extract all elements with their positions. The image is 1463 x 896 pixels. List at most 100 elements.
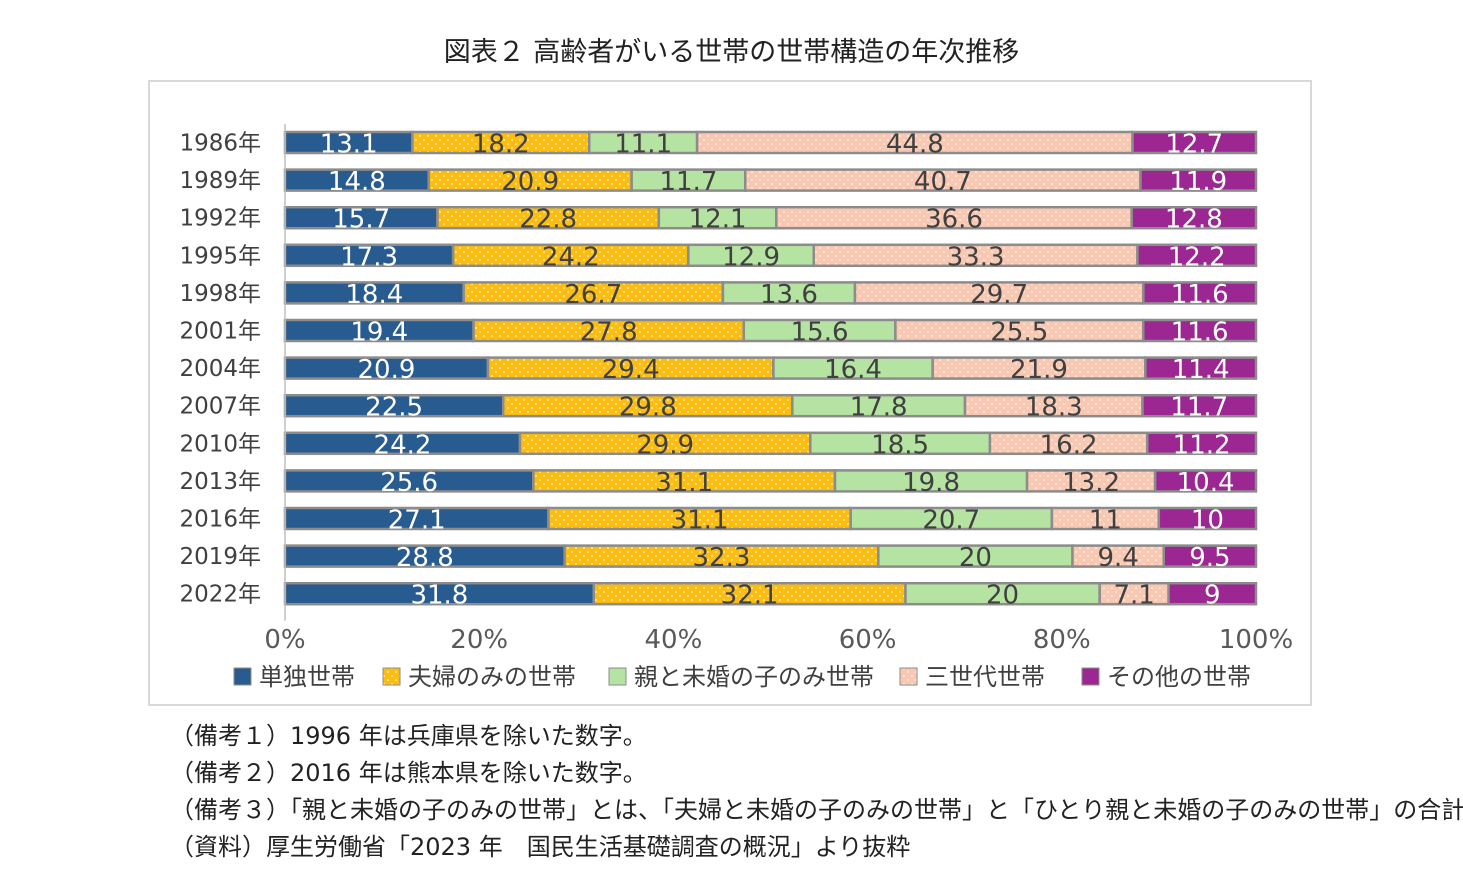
data-label: 11.2	[1173, 430, 1231, 460]
data-label: 26.7	[564, 280, 622, 310]
bar-segment	[1162, 544, 1258, 568]
data-label: 11	[1089, 506, 1122, 536]
data-label: 21.9	[1010, 355, 1068, 385]
category-label: 2016年	[179, 507, 261, 533]
data-label: 12.2	[1168, 242, 1226, 272]
bar-segment	[1136, 243, 1258, 268]
data-label: 20.9	[358, 355, 416, 385]
x-axis: 1986年 1989年 1992年 1995年 1998年 2001年 2004年 2007年…	[179, 124, 1293, 655]
data-label: 7.1	[1113, 581, 1154, 611]
data-label: 22.5	[365, 393, 423, 423]
category-label: 1995年	[179, 243, 261, 269]
x-tick-label: 100%	[1219, 625, 1293, 655]
data-label: 18.5	[871, 430, 929, 460]
x-tick-label: 20%	[450, 625, 508, 655]
data-label: 13.1	[320, 130, 378, 160]
category-label: 1998年	[179, 281, 261, 307]
data-label: 10	[1191, 506, 1224, 536]
data-label: 24.2	[374, 430, 432, 460]
data-label: 10.4	[1177, 468, 1235, 498]
data-label: 29.7	[970, 280, 1028, 310]
data-label: 31.8	[410, 581, 468, 611]
data-label: 19.8	[902, 468, 960, 498]
data-label: 16.2	[1040, 430, 1098, 460]
x-tick-label: 60%	[839, 625, 897, 655]
data-label: 12.1	[689, 205, 747, 235]
data-label: 15.7	[332, 205, 390, 235]
data-label: 24.2	[542, 242, 600, 272]
legend-swatch	[608, 667, 627, 686]
bar-segment	[1157, 506, 1258, 531]
category-label: 2013年	[179, 469, 261, 495]
data-label: 11.9	[1169, 167, 1227, 197]
bar-segment	[1141, 393, 1258, 418]
legend: 単独世帯 夫婦のみの世帯 親と未婚の子のみ世帯 三世代世帯 その他の世帯	[233, 663, 1251, 691]
note-3: （備考３）「親と未婚の子のみの世帯」とは、「夫婦と未婚の子のみの世帯」と「ひとり…	[170, 796, 1463, 824]
category-label: 1992年	[179, 206, 261, 232]
data-label: 25.6	[380, 468, 438, 498]
source-note: （資料）厚生労働省「2023 年 国民生活基礎調査の概況」より抜粋	[170, 833, 911, 861]
stacked-bar-chart: 13.1 18.2 11.1 44.8 12.7 14.8 20.9 11.7 40.7 11.9…	[179, 124, 1293, 691]
data-label: 15.6	[791, 318, 849, 348]
data-label: 36.6	[925, 205, 983, 235]
data-label: 20.9	[501, 167, 559, 197]
data-label: 13.2	[1062, 468, 1120, 498]
x-tick-label: 0%	[264, 625, 305, 655]
data-label: 29.9	[636, 430, 694, 460]
note-2: （備考２）2016 年は熊本県を除いた数字。	[170, 759, 647, 787]
bar-segment	[1145, 431, 1258, 456]
x-tick-label: 80%	[1033, 625, 1091, 655]
bar-segment	[1131, 130, 1258, 155]
data-label: 16.4	[824, 355, 882, 385]
data-label: 17.8	[850, 393, 908, 423]
category-label: 1989年	[179, 168, 261, 194]
data-label: 29.4	[602, 355, 660, 385]
data-label: 9.4	[1097, 543, 1138, 573]
legend-swatch	[899, 667, 918, 686]
data-label: 31.1	[671, 506, 729, 536]
category-label: 2001年	[179, 319, 261, 345]
data-label: 11.7	[1170, 393, 1228, 423]
bar-segment	[1142, 318, 1258, 343]
bar-segment	[1139, 168, 1258, 192]
data-label: 31.1	[655, 468, 713, 498]
data-label: 11.1	[614, 130, 672, 160]
data-label: 33.3	[947, 242, 1005, 272]
data-label: 20	[959, 543, 992, 573]
data-label: 11.6	[1171, 280, 1229, 310]
data-label: 12.8	[1165, 205, 1223, 235]
data-label: 32.3	[693, 543, 751, 573]
data-label: 11.7	[660, 167, 718, 197]
data-label: 14.8	[328, 167, 386, 197]
data-label: 18.4	[345, 280, 403, 310]
data-label: 13.6	[760, 280, 818, 310]
legend-label: 夫婦のみの世帯	[408, 663, 576, 691]
notes-block: （備考１）1996 年は兵庫県を除いた数字。 （備考２）2016 年は熊本県を除…	[170, 718, 1463, 866]
category-label: 2004年	[179, 356, 261, 382]
legend-label: 三世代世帯	[925, 663, 1045, 691]
legend-swatch	[233, 667, 252, 686]
data-label: 11.6	[1171, 318, 1229, 348]
data-label: 32.1	[721, 581, 779, 611]
legend-swatch	[382, 667, 401, 686]
chart-frame: 13.1 18.2 11.1 44.8 12.7 14.8 20.9 11.7 40.7 11.9…	[148, 80, 1312, 706]
data-label: 40.7	[914, 167, 972, 197]
data-label: 12.9	[722, 242, 780, 272]
data-label: 17.3	[340, 242, 398, 272]
data-label: 25.5	[990, 318, 1048, 348]
bar-segment	[1142, 281, 1258, 305]
chart-title: 図表２ 高齢者がいる世帯の世帯構造の年次推移	[443, 37, 1020, 68]
data-label: 44.8	[886, 130, 944, 160]
category-label: 2010年	[179, 431, 261, 457]
bar-segment	[1144, 356, 1258, 380]
category-label: 2019年	[179, 544, 261, 570]
legend-label: 単独世帯	[259, 663, 355, 691]
data-label: 20	[986, 581, 1019, 611]
bar-segment	[1130, 205, 1258, 230]
data-label: 18.3	[1025, 393, 1083, 423]
bars-layer: 13.1 18.2 11.1 44.8 12.7 14.8 20.9 11.7 40.7 11.9…	[283, 130, 1258, 611]
data-label: 12.7	[1165, 130, 1223, 160]
data-label: 9	[1204, 581, 1221, 611]
category-label: 1986年	[179, 131, 261, 157]
data-label: 27.1	[388, 506, 446, 536]
